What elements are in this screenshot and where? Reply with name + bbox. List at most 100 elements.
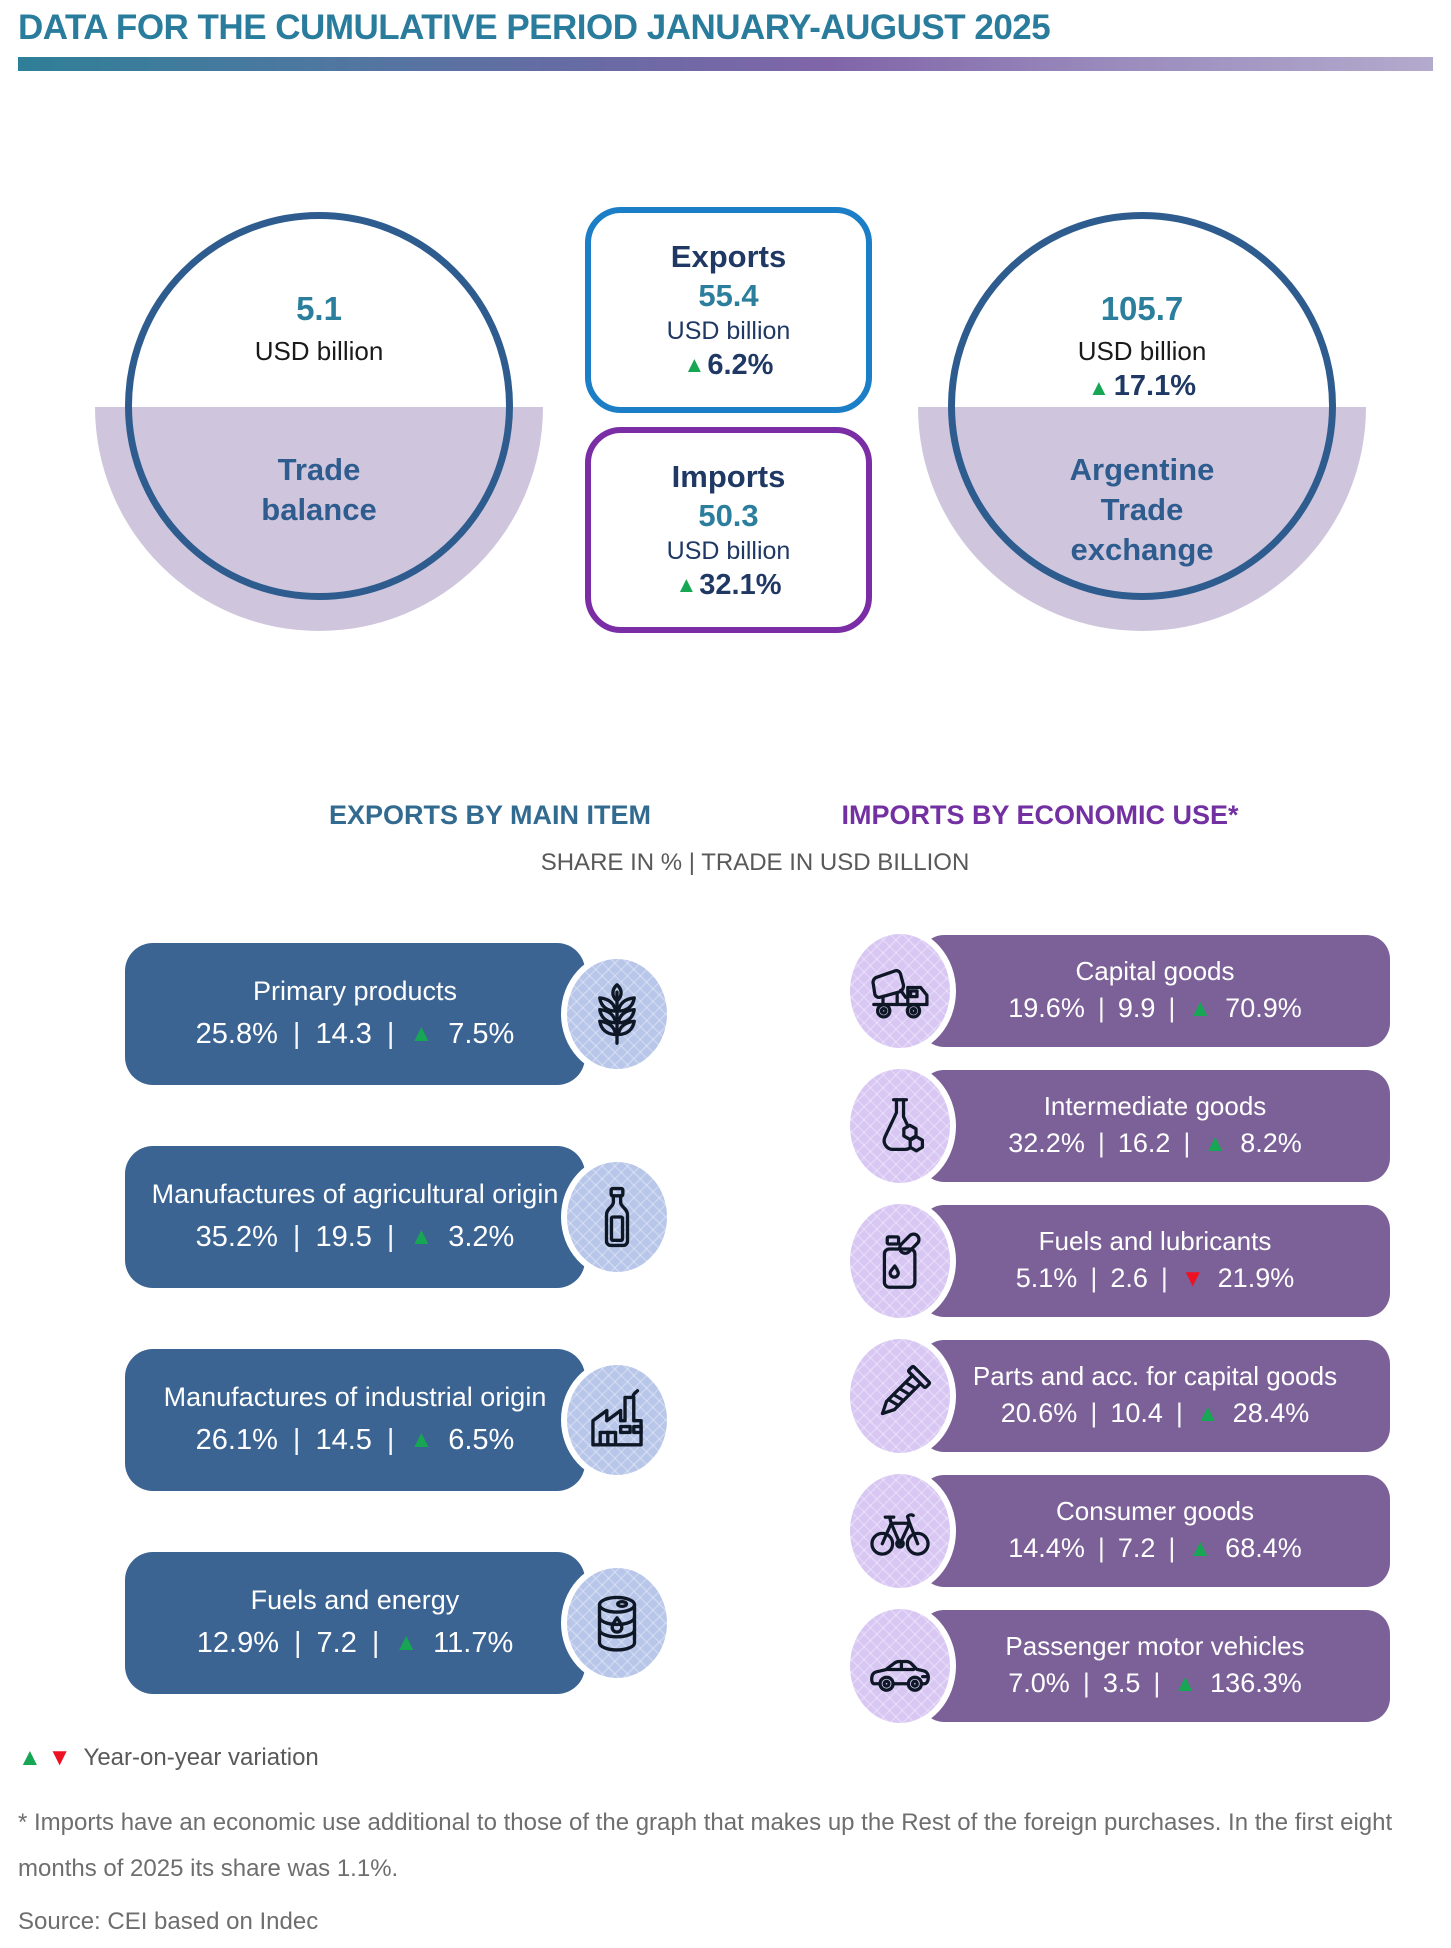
trade-exchange-label-line3: exchange — [1070, 532, 1214, 567]
exports-box-variation: ▲ 6.2% — [684, 349, 774, 382]
trade-balance-label-line2: balance — [261, 492, 377, 527]
item-values: 26.1% | 14.5 | ▲ 6.5% — [196, 1424, 515, 1457]
variation-triangle-icon: ▲ — [1188, 1534, 1213, 1562]
trade-exchange-label-line2: Trade — [1100, 492, 1184, 527]
mixer-truck-icon — [844, 928, 956, 1054]
item-values: 32.2% | 16.2 | ▲ 8.2% — [1008, 1128, 1301, 1159]
trade-exchange-unit: USD billion — [1077, 336, 1207, 366]
imports-box-variation: ▲ 32.1% — [675, 569, 781, 602]
imports-section-header: IMPORTS BY ECONOMIC USE* — [841, 800, 1239, 830]
trade-exchange-label-line1: Argentine — [1069, 452, 1215, 487]
footnote: * Imports have an economic use additiona… — [18, 1809, 1393, 1882]
import-bar-intermediate-goods: Intermediate goods 32.2% | 16.2 | ▲ 8.2% — [920, 1070, 1390, 1182]
item-values: 19.6% | 9.9 | ▲ 70.9% — [1008, 993, 1301, 1024]
separator: | — [292, 1220, 301, 1253]
separator: | — [1097, 1533, 1105, 1563]
export-bar-agricultural-manufactures: Manufactures of agricultural origin 35.2… — [125, 1146, 585, 1288]
separator: | — [1090, 1263, 1098, 1293]
separator: | — [292, 1423, 301, 1456]
screw-icon — [844, 1333, 956, 1459]
item-label: Capital goods — [1075, 956, 1235, 986]
variation-value: 28.4% — [1232, 1398, 1310, 1428]
share-value: 7.0% — [1008, 1668, 1070, 1698]
item-values: 35.2% | 19.5 | ▲ 3.2% — [196, 1221, 515, 1254]
item-values: 12.9% | 7.2 | ▲ 11.7% — [197, 1627, 514, 1660]
imports-box-unit: USD billion — [666, 536, 791, 565]
exports-box-title: Exports — [670, 238, 787, 274]
variation-value: 7.5% — [448, 1017, 515, 1050]
imports-box-variation-value: 32.1% — [699, 568, 782, 601]
item-values: 20.6% | 10.4 | ▲ 28.4% — [1001, 1398, 1309, 1429]
flask-icon — [844, 1063, 956, 1189]
exports-summary-box: Exports 55.4 USD billion ▲ 6.2% — [585, 207, 872, 413]
down-triangle-icon: ▼ — [47, 1744, 72, 1771]
separator: | — [1097, 993, 1105, 1023]
trade-balance-group: 5.1 USD billion Trade balance — [125, 212, 513, 600]
legend-text: Year-on-year variation — [83, 1744, 319, 1771]
separator: | — [1168, 1533, 1176, 1563]
import-bar-passenger-vehicles: Passenger motor vehicles 7.0% | 3.5 | ▲ … — [920, 1610, 1390, 1722]
separator: | — [1175, 1398, 1183, 1428]
separator: | — [1090, 1398, 1098, 1428]
item-label: Fuels and energy — [250, 1584, 460, 1615]
variation-value: 21.9% — [1217, 1263, 1295, 1293]
variation-triangle-icon: ▲ — [1203, 1129, 1228, 1157]
variation-value: 136.3% — [1210, 1668, 1302, 1698]
import-bar-consumer-goods: Consumer goods 14.4% | 7.2 | ▲ 68.4% — [920, 1475, 1390, 1587]
share-value: 32.2% — [1008, 1128, 1085, 1158]
item-label: Primary products — [252, 975, 458, 1006]
trade-exchange-circle — [948, 212, 1336, 600]
exports-box-variation-value: 6.2% — [707, 348, 774, 381]
trade-value: 16.2 — [1117, 1128, 1171, 1158]
item-values: 5.1% | 2.6 | ▼ 21.9% — [1016, 1263, 1294, 1294]
variation-triangle-icon: ▲ — [394, 1629, 419, 1656]
separator: | — [1082, 1668, 1090, 1698]
trade-balance-circle — [125, 212, 513, 600]
import-bar-capital-goods: Capital goods 19.6% | 9.9 | ▲ 70.9% — [920, 935, 1390, 1047]
separator: | — [1160, 1263, 1168, 1293]
oil-jug-icon — [844, 1198, 956, 1324]
variation-triangle-icon: ▲ — [409, 1223, 434, 1250]
variation-triangle-icon: ▲ — [409, 1426, 434, 1453]
up-triangle-icon: ▲ — [675, 572, 698, 597]
source-note: Source: CEI based on Indec — [18, 1908, 319, 1935]
trade-exchange-label: Argentine Trade exchange — [948, 450, 1336, 570]
variation-value: 6.5% — [448, 1423, 515, 1456]
separator: | — [371, 1626, 380, 1659]
trade-value: 3.5 — [1102, 1668, 1141, 1698]
share-value: 14.4% — [1008, 1533, 1085, 1563]
variation-legend: ▲ ▼ Year-on-year variation — [18, 1744, 319, 1772]
imports-summary-box: Imports 50.3 USD billion ▲ 32.1% — [585, 427, 872, 633]
trade-balance-value: 5.1 — [296, 290, 342, 327]
variation-triangle-icon: ▼ — [1180, 1264, 1205, 1292]
variation-value: 11.7% — [433, 1626, 514, 1659]
trade-exchange-variation-value: 17.1% — [1113, 370, 1196, 402]
trade-value: 19.5 — [315, 1220, 372, 1253]
item-values: 7.0% | 3.5 | ▲ 136.3% — [1008, 1668, 1301, 1699]
variation-triangle-icon: ▲ — [409, 1020, 434, 1047]
separator: | — [1183, 1128, 1191, 1158]
section-subtitle: SHARE IN % | TRADE IN USD BILLION — [540, 849, 970, 876]
share-value: 19.6% — [1008, 993, 1085, 1023]
import-bar-fuels-lubricants: Fuels and lubricants 5.1% | 2.6 | ▼ 21.9… — [920, 1205, 1390, 1317]
up-triangle-icon: ▲ — [1087, 375, 1110, 400]
separator: | — [292, 1017, 301, 1050]
bottle-icon — [561, 1156, 673, 1278]
trade-exchange-group: 105.7 USD billion ▲ 17.1% Argentine Trade… — [948, 212, 1336, 600]
export-bar-industrial-manufactures: Manufactures of industrial origin 26.1% … — [125, 1349, 585, 1491]
separator: | — [1153, 1668, 1161, 1698]
page-title: DATA FOR THE CUMULATIVE PERIOD JANUARY-A… — [18, 8, 1051, 47]
share-value: 20.6% — [1000, 1398, 1078, 1428]
trade-value: 7.2 — [1117, 1533, 1156, 1563]
separator: | — [293, 1626, 302, 1659]
share-value: 5.1% — [1015, 1263, 1078, 1293]
variation-triangle-icon: ▲ — [1173, 1669, 1198, 1697]
trade-value: 9.9 — [1117, 993, 1156, 1023]
share-value: 25.8% — [195, 1017, 278, 1050]
wheat-icon — [561, 953, 673, 1075]
title-gradient-rule — [18, 57, 1433, 71]
trade-value: 14.3 — [315, 1017, 372, 1050]
trade-balance-label: Trade balance — [125, 450, 513, 530]
item-values: 14.4% | 7.2 | ▲ 68.4% — [1008, 1533, 1301, 1564]
